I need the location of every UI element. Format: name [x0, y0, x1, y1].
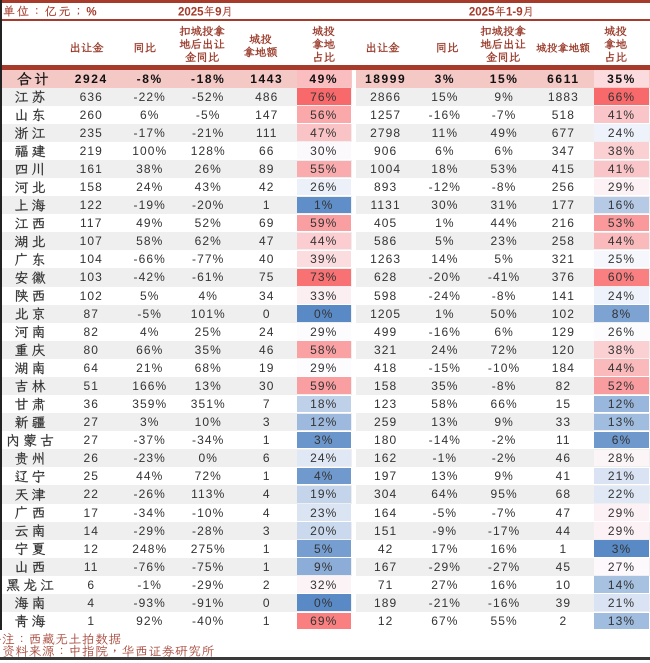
- svg-text:%: %: [86, 6, 96, 18]
- svg-text:1-9: 1-9: [506, 6, 523, 18]
- svg-text:2025: 2025: [178, 6, 204, 18]
- svg-text:2025: 2025: [469, 6, 495, 18]
- svg-text:9: 9: [215, 6, 221, 18]
